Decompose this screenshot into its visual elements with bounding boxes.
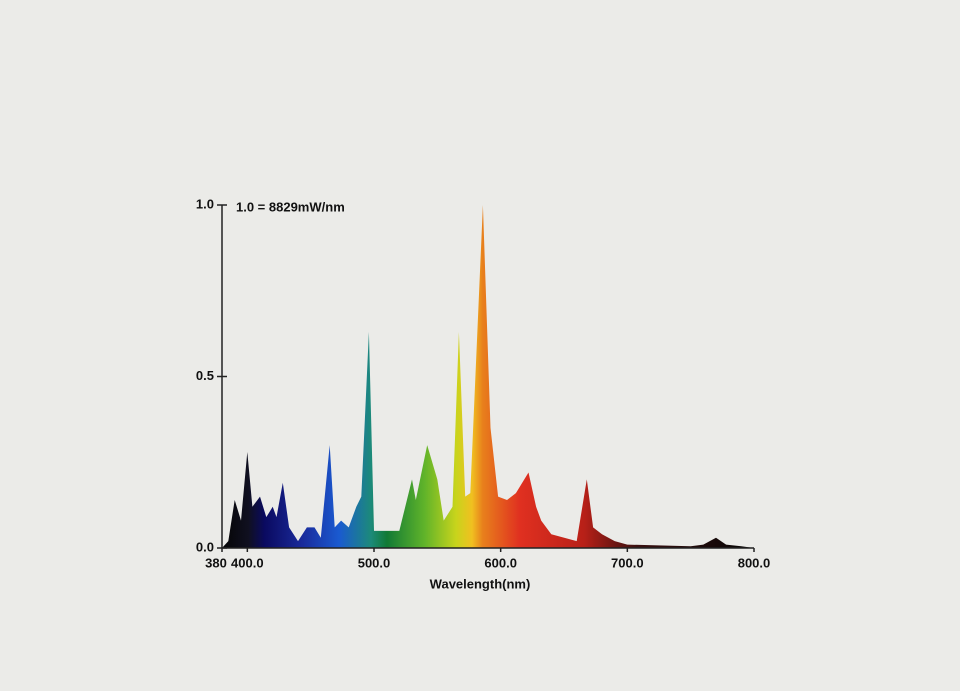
annotation: 1.0 = 8829mW/nm	[236, 199, 345, 214]
x-tick-label: 800.0	[738, 555, 771, 570]
spectrum-area	[222, 205, 754, 548]
y-tick-label: 1.0	[196, 196, 214, 211]
x-tick-label: 500.0	[358, 555, 391, 570]
y-tick-label: 0.5	[196, 368, 214, 383]
x-tick-label: 700.0	[611, 555, 644, 570]
x-tick-label: 380	[205, 555, 227, 570]
x-tick-label: 400.0	[231, 555, 264, 570]
x-tick-label: 600.0	[484, 555, 517, 570]
x-axis-label: Wavelength(nm)	[430, 576, 531, 591]
y-tick-label: 0.0	[196, 539, 214, 554]
